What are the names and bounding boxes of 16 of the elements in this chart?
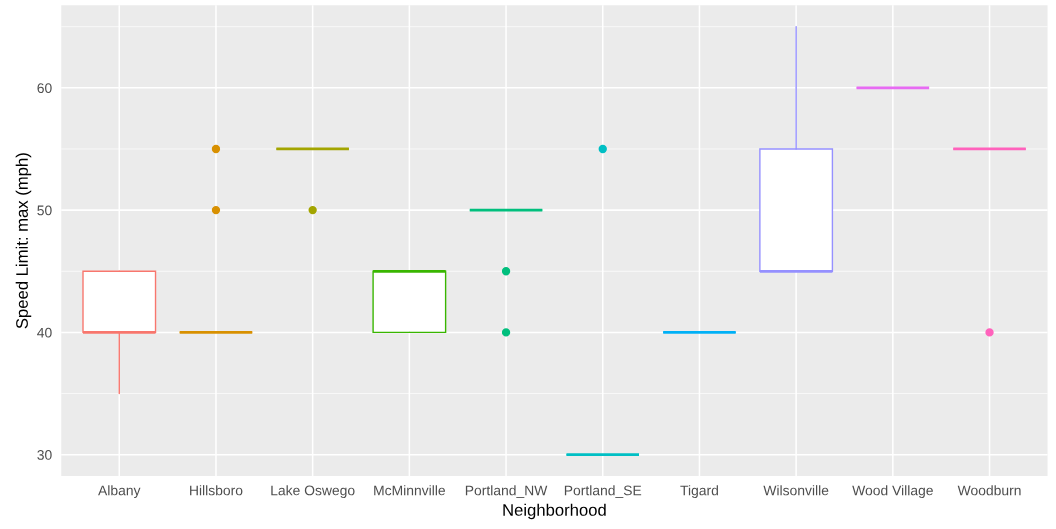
x-tick-label: Woodburn [957,485,1021,496]
y-tick-label: 30 [37,450,52,460]
y-tick-label: 40 [37,327,52,338]
y-axis-title: Speed Limit: max (mph) [15,153,32,329]
x-axis-title: Neighborhood [503,503,606,520]
x-tick-label: McMinnville [374,485,446,496]
x-tick-label: Wilsonville [763,485,829,496]
x-tick-label: Portland_NW [465,485,548,498]
x-tick-label: Albany [98,485,141,499]
y-tick-label: 50 [37,205,52,216]
x-tick-label: Lake Oswego [271,485,355,499]
x-tick-label: Tigard [680,485,718,499]
x-tick-label: Hillsboro [190,485,243,496]
x-tick-label: Wood Village [852,485,933,499]
x-tick-label: Portland_SE [564,485,642,498]
y-tick-label: 60 [37,83,52,93]
